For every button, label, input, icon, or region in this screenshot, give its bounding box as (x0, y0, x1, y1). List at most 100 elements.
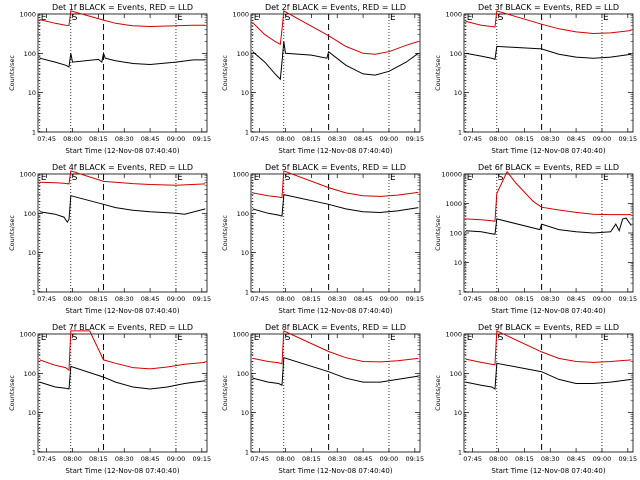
x-tick-label: 08:15 (302, 135, 321, 143)
series-line-lld (39, 170, 206, 186)
chart-title: Det 3f BLACK = Events, RED = LLD (478, 3, 619, 12)
x-axis-label: Start Time (12-Nov-08 07:40:40) (491, 147, 605, 155)
y-axis-label: Counts/sec (434, 375, 442, 411)
y-tick-label: 1 (458, 449, 462, 457)
x-tick-label: 09:00 (380, 295, 399, 303)
event-marker-label: E (390, 13, 396, 23)
x-tick-label: 09:15 (192, 455, 211, 463)
chart-panel-3: Det 3f BLACK = Events, RED = LLD Counts/s… (434, 3, 637, 155)
y-axis-label: Counts/sec (8, 215, 16, 251)
x-tick-label: 07:45 (37, 135, 56, 143)
chart-panel-1: Det 1f BLACK = Events, RED = LLD Counts/s… (8, 3, 211, 155)
event-marker-label: E (41, 13, 47, 23)
plot-frame (37, 173, 208, 293)
event-marker-label: E (254, 173, 260, 183)
x-tick-label: 07:45 (250, 295, 269, 303)
series-line-lld (465, 10, 632, 35)
series-line-events (252, 193, 419, 217)
y-tick-label: 1 (245, 129, 249, 137)
x-tick-label: 07:45 (463, 455, 482, 463)
series-line-events (465, 45, 632, 61)
y-tick-label: 100 (450, 50, 462, 58)
y-tick-label: 100 (237, 210, 249, 218)
series-line-lld (252, 170, 419, 199)
series-line-lld (465, 330, 632, 366)
x-tick-label: 08:30 (328, 295, 347, 303)
series-line-lld (39, 330, 206, 372)
x-tick-label: 09:15 (192, 135, 211, 143)
x-tick-label: 09:15 (618, 135, 637, 143)
event-marker-label: E (467, 173, 473, 183)
x-tick-label: 09:00 (167, 295, 186, 303)
y-tick-label: 100 (237, 370, 249, 378)
y-tick-label: 100 (450, 230, 462, 238)
x-tick-label: 08:30 (115, 295, 134, 303)
y-tick-label: 1 (32, 289, 36, 297)
series-line-events (465, 362, 632, 390)
y-tick-label: 100 (237, 50, 249, 58)
x-tick-label: 07:45 (37, 455, 56, 463)
x-axis-label: Start Time (12-Nov-08 07:40:40) (278, 147, 392, 155)
chart-panel-8: Det 8f BLACK = Events, RED = LLD Counts/s… (221, 323, 424, 475)
y-tick-label: 100 (450, 370, 462, 378)
series-line-events (252, 41, 419, 81)
plot-frame (250, 13, 421, 133)
x-tick-label: 09:15 (618, 295, 637, 303)
x-tick-label: 07:45 (250, 455, 269, 463)
y-tick-label: 10000 (441, 171, 462, 179)
x-tick-label: 08:00 (489, 455, 508, 463)
x-tick-label: 08:00 (276, 295, 295, 303)
x-tick-label: 07:45 (463, 295, 482, 303)
x-tick-label: 08:45 (141, 295, 160, 303)
chart-title: Det 5f BLACK = Events, RED = LLD (265, 163, 406, 172)
chart-panel-6: Det 6f BLACK = Events, RED = LLD Counts/s… (434, 163, 637, 315)
x-tick-label: 08:30 (541, 455, 560, 463)
y-tick-label: 10 (28, 409, 36, 417)
x-tick-label: 09:00 (593, 135, 612, 143)
y-tick-label: 1 (32, 129, 36, 137)
y-axis-label: Counts/sec (8, 375, 16, 411)
chart-title: Det 7f BLACK = Events, RED = LLD (52, 323, 193, 332)
event-marker-label: E (177, 13, 183, 23)
event-marker-label: S (72, 13, 78, 23)
chart-title: Det 4f BLACK = Events, RED = LLD (52, 163, 193, 172)
x-axis-label: Start Time (12-Nov-08 07:40:40) (491, 467, 605, 475)
x-tick-label: 09:00 (380, 455, 399, 463)
event-marker-label: E (390, 333, 396, 343)
x-tick-label: 08:00 (276, 455, 295, 463)
event-marker-label: E (41, 173, 47, 183)
x-tick-label: 09:00 (593, 455, 612, 463)
y-tick-label: 1000 (445, 11, 462, 19)
x-tick-label: 08:00 (63, 135, 82, 143)
x-tick-label: 09:15 (405, 295, 424, 303)
x-tick-label: 08:45 (567, 455, 586, 463)
event-marker-label: S (285, 173, 291, 183)
x-axis-label: Start Time (12-Nov-08 07:40:40) (65, 307, 179, 315)
y-axis-label: Counts/sec (221, 375, 229, 411)
series-line-events (465, 217, 632, 235)
x-tick-label: 09:15 (405, 135, 424, 143)
x-tick-label: 08:00 (489, 295, 508, 303)
x-tick-label: 08:30 (328, 135, 347, 143)
x-tick-label: 09:00 (167, 455, 186, 463)
event-marker-label: S (498, 173, 504, 183)
chart-panel-4: Det 4f BLACK = Events, RED = LLD Counts/s… (8, 163, 211, 315)
x-tick-label: 08:45 (354, 455, 373, 463)
plot-frame (37, 13, 208, 133)
x-tick-label: 08:15 (515, 455, 534, 463)
event-marker-label: S (72, 173, 78, 183)
series-line-events (39, 51, 206, 68)
x-axis-label: Start Time (12-Nov-08 07:40:40) (65, 147, 179, 155)
x-tick-label: 08:45 (567, 135, 586, 143)
y-tick-label: 10 (241, 249, 249, 257)
y-tick-label: 1 (245, 289, 249, 297)
series-line-events (252, 357, 419, 386)
chart-panel-2: Det 2f BLACK = Events, RED = LLD Counts/s… (221, 3, 424, 155)
chart-panel-9: Det 9f BLACK = Events, RED = LLD Counts/s… (434, 323, 637, 475)
x-tick-label: 09:15 (192, 295, 211, 303)
x-tick-label: 08:30 (115, 455, 134, 463)
x-tick-label: 08:30 (328, 455, 347, 463)
chart-title: Det 9f BLACK = Events, RED = LLD (478, 323, 619, 332)
event-marker-label: S (285, 333, 291, 343)
